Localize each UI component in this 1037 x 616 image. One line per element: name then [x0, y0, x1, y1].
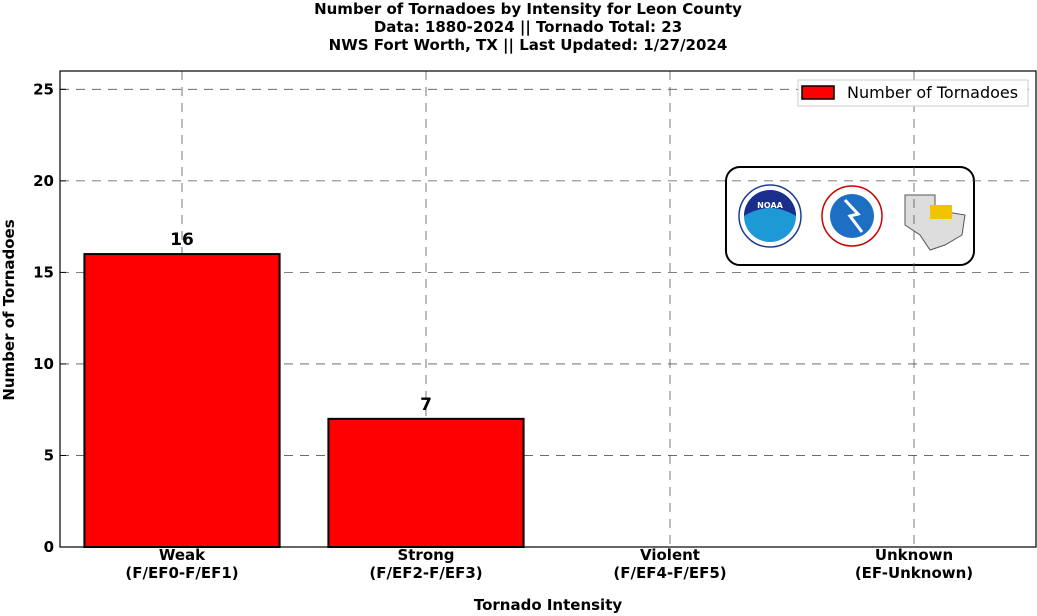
x-tick-label: Weak (F/EF0-F/EF1)	[125, 546, 238, 582]
legend: Number of Tornadoes	[797, 79, 1029, 107]
data-label: 7	[420, 395, 432, 415]
x-tick-label: Unknown (EF-Unknown)	[855, 546, 973, 582]
y-tick-label: 15	[33, 263, 54, 281]
legend-label: Number of Tornadoes	[847, 83, 1018, 102]
y-tick-label: 25	[33, 80, 54, 98]
x-tick-label: Violent (F/EF4-F/EF5)	[613, 546, 726, 582]
y-axis-label: Number of Tornadoes	[0, 219, 18, 400]
data-label: 16	[170, 230, 194, 250]
y-tick-label: 0	[44, 538, 54, 556]
svg-text:NOAA: NOAA	[757, 201, 783, 210]
legend-swatch	[801, 85, 835, 100]
chart-title: Number of Tornadoes by Intensity for Leo…	[314, 0, 742, 55]
x-tick-label: Strong (F/EF2-F/EF3)	[369, 546, 482, 582]
y-tick-label: 10	[33, 355, 54, 373]
y-tick-label: 20	[33, 172, 54, 190]
logo-box: NOAA	[725, 166, 975, 266]
y-tick-label: 5	[44, 446, 54, 464]
x-axis-label: Tornado Intensity	[474, 596, 623, 614]
legend-box	[797, 79, 1029, 107]
bar	[83, 253, 281, 548]
bar	[327, 417, 525, 548]
plot-frame	[59, 70, 1037, 548]
